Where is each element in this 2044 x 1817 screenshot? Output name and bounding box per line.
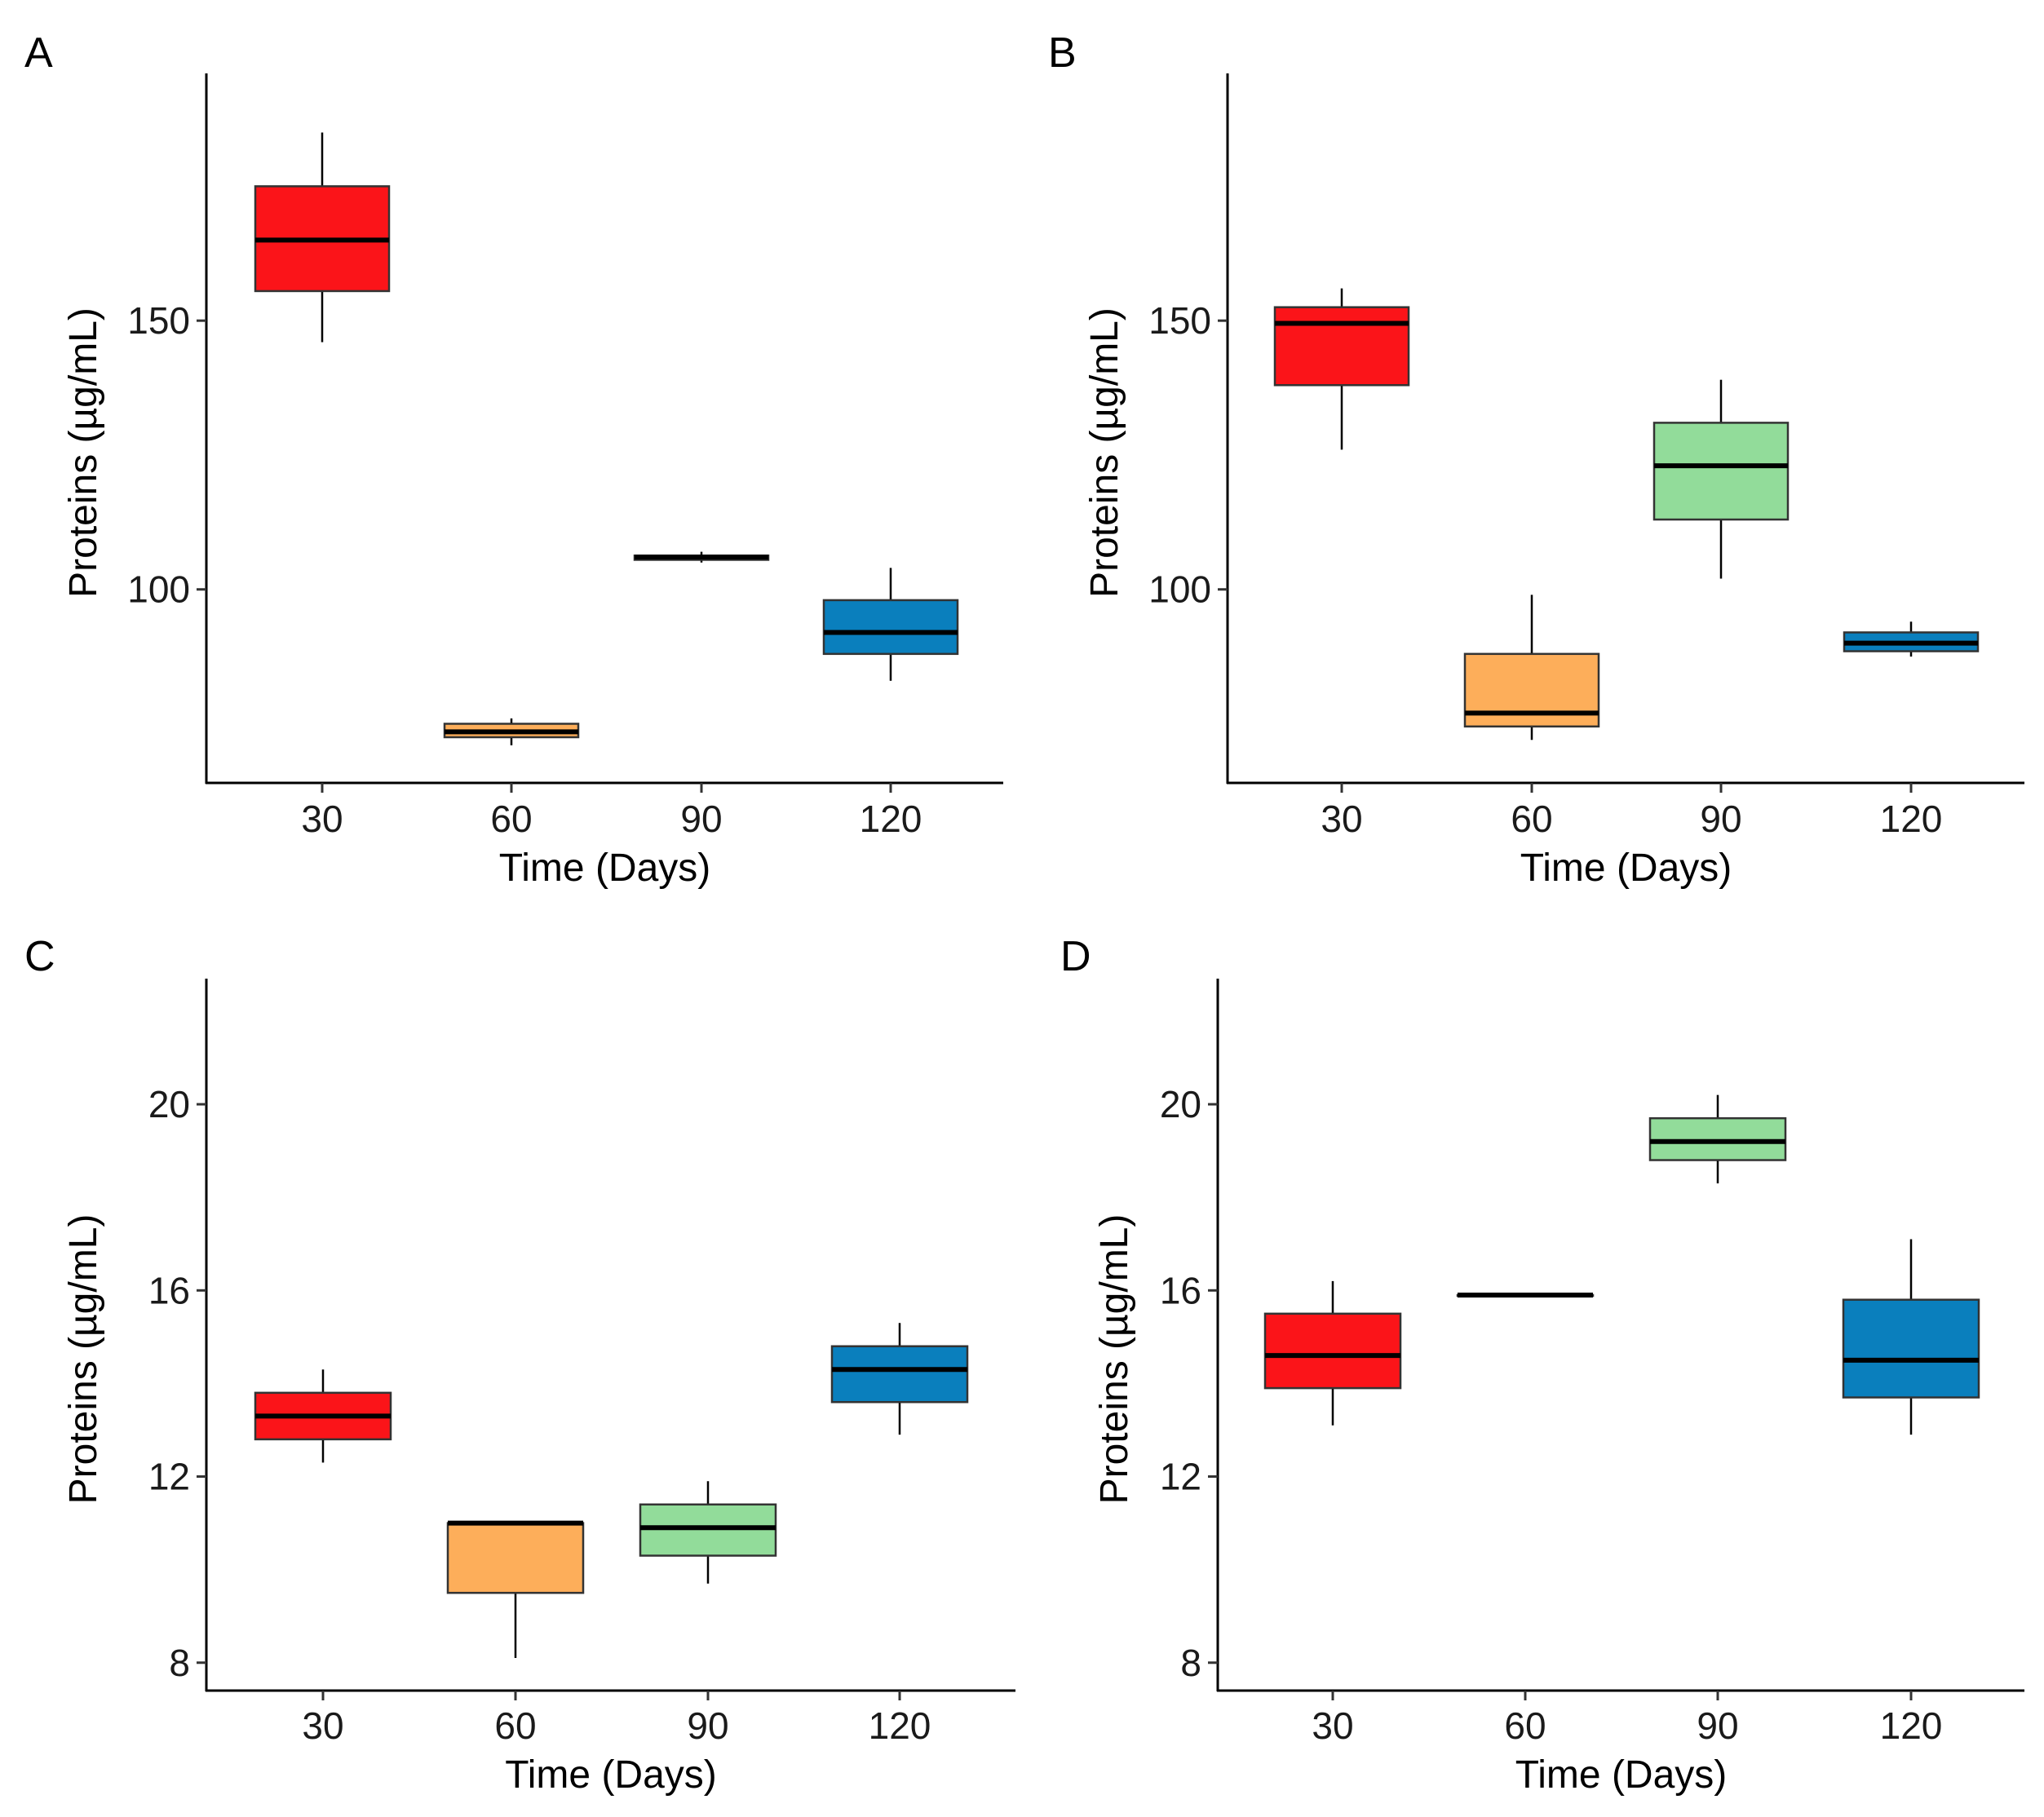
x-tick-label: 60 <box>490 798 532 840</box>
box-60 <box>1463 595 1600 741</box>
y-axis-title: Proteins (µg/mL) <box>1093 1214 1136 1505</box>
x-tick-label: 60 <box>1504 1704 1546 1747</box>
y-tick-label: 150 <box>127 299 190 342</box>
panel-b: B 100 150 30 60 90 120 Time (Days) Proteins (µg/… <box>1048 29 2024 890</box>
y-tick-label: 12 <box>1160 1456 1201 1498</box>
x-tick-label: 90 <box>1700 798 1741 840</box>
x-axis-title: Time (Days) <box>1520 847 1732 890</box>
box-body <box>1463 652 1600 728</box>
box-30 <box>254 1369 392 1463</box>
box-30 <box>1273 288 1410 450</box>
x-tick-label: 30 <box>1312 1704 1353 1747</box>
x-tick-label: 120 <box>869 1704 931 1747</box>
box-body <box>822 599 959 656</box>
box-90 <box>633 551 770 563</box>
x-tick-label: 120 <box>1880 1704 1943 1747</box>
panel-letter: A <box>24 29 53 77</box>
y-tick-label: 8 <box>169 1642 190 1684</box>
box-body <box>1652 422 1790 521</box>
box-120 <box>822 568 959 681</box>
x-tick-label: 30 <box>301 798 343 840</box>
x-axis-title: Time (Days) <box>1515 1753 1728 1797</box>
panel-letter: D <box>1060 933 1091 980</box>
y-tick-label: 8 <box>1180 1642 1201 1684</box>
box-body <box>1842 1298 1980 1399</box>
y-axis-title: Proteins (µg/mL) <box>1083 307 1126 598</box>
box-60 <box>1456 1293 1595 1298</box>
x-axis-title: Time (Days) <box>499 847 711 890</box>
y-tick-label: 20 <box>1160 1083 1201 1125</box>
box-60 <box>443 718 580 745</box>
x-axis-title: Time (Days) <box>505 1753 717 1797</box>
y-tick-label: 100 <box>127 568 190 611</box>
x-tick-label: 90 <box>1697 1704 1738 1747</box>
panel-d: D 8 12 16 20 30 60 90 120 Time (Days) Proteins (µg… <box>1060 933 2024 1797</box>
x-tick-label: 30 <box>302 1704 343 1747</box>
panel-letter: B <box>1048 29 1077 77</box>
x-tick-label: 90 <box>687 1704 728 1747</box>
box-body <box>1263 1312 1402 1390</box>
box-90 <box>639 1481 777 1584</box>
y-tick-label: 150 <box>1148 299 1211 342</box>
y-tick-label: 100 <box>1148 568 1211 611</box>
x-tick-label: 30 <box>1321 798 1362 840</box>
panel-letter: C <box>24 933 55 980</box>
y-tick-label: 16 <box>1160 1269 1201 1311</box>
box-body <box>446 1522 585 1594</box>
box-30 <box>254 132 391 343</box>
x-tick-label: 120 <box>1880 798 1943 840</box>
y-tick-label: 16 <box>148 1269 190 1311</box>
box-120 <box>830 1323 969 1435</box>
x-tick-label: 120 <box>860 798 922 840</box>
box-90 <box>1652 379 1790 579</box>
box-90 <box>1648 1094 1787 1184</box>
y-axis-title: Proteins (µg/mL) <box>62 1214 105 1505</box>
x-tick-label: 90 <box>680 798 722 840</box>
box-120 <box>1842 1239 1980 1435</box>
x-tick-label: 60 <box>494 1704 536 1747</box>
box-body <box>1273 306 1410 387</box>
y-tick-label: 20 <box>148 1083 190 1125</box>
box-120 <box>1843 621 1980 657</box>
y-tick-label: 12 <box>148 1456 190 1498</box>
panel-a: A 100 150 30 60 90 120 Time (Days) Proteins (µg/… <box>24 29 1003 890</box>
x-tick-label: 60 <box>1511 798 1552 840</box>
y-axis-title: Proteins (µg/mL) <box>62 307 105 598</box>
box-30 <box>1263 1280 1402 1426</box>
panel-c: C 8 12 16 20 30 60 90 120 Time (Days) Proteins (µg… <box>24 933 1015 1797</box>
box-body <box>830 1345 969 1404</box>
box-60 <box>446 1520 585 1659</box>
